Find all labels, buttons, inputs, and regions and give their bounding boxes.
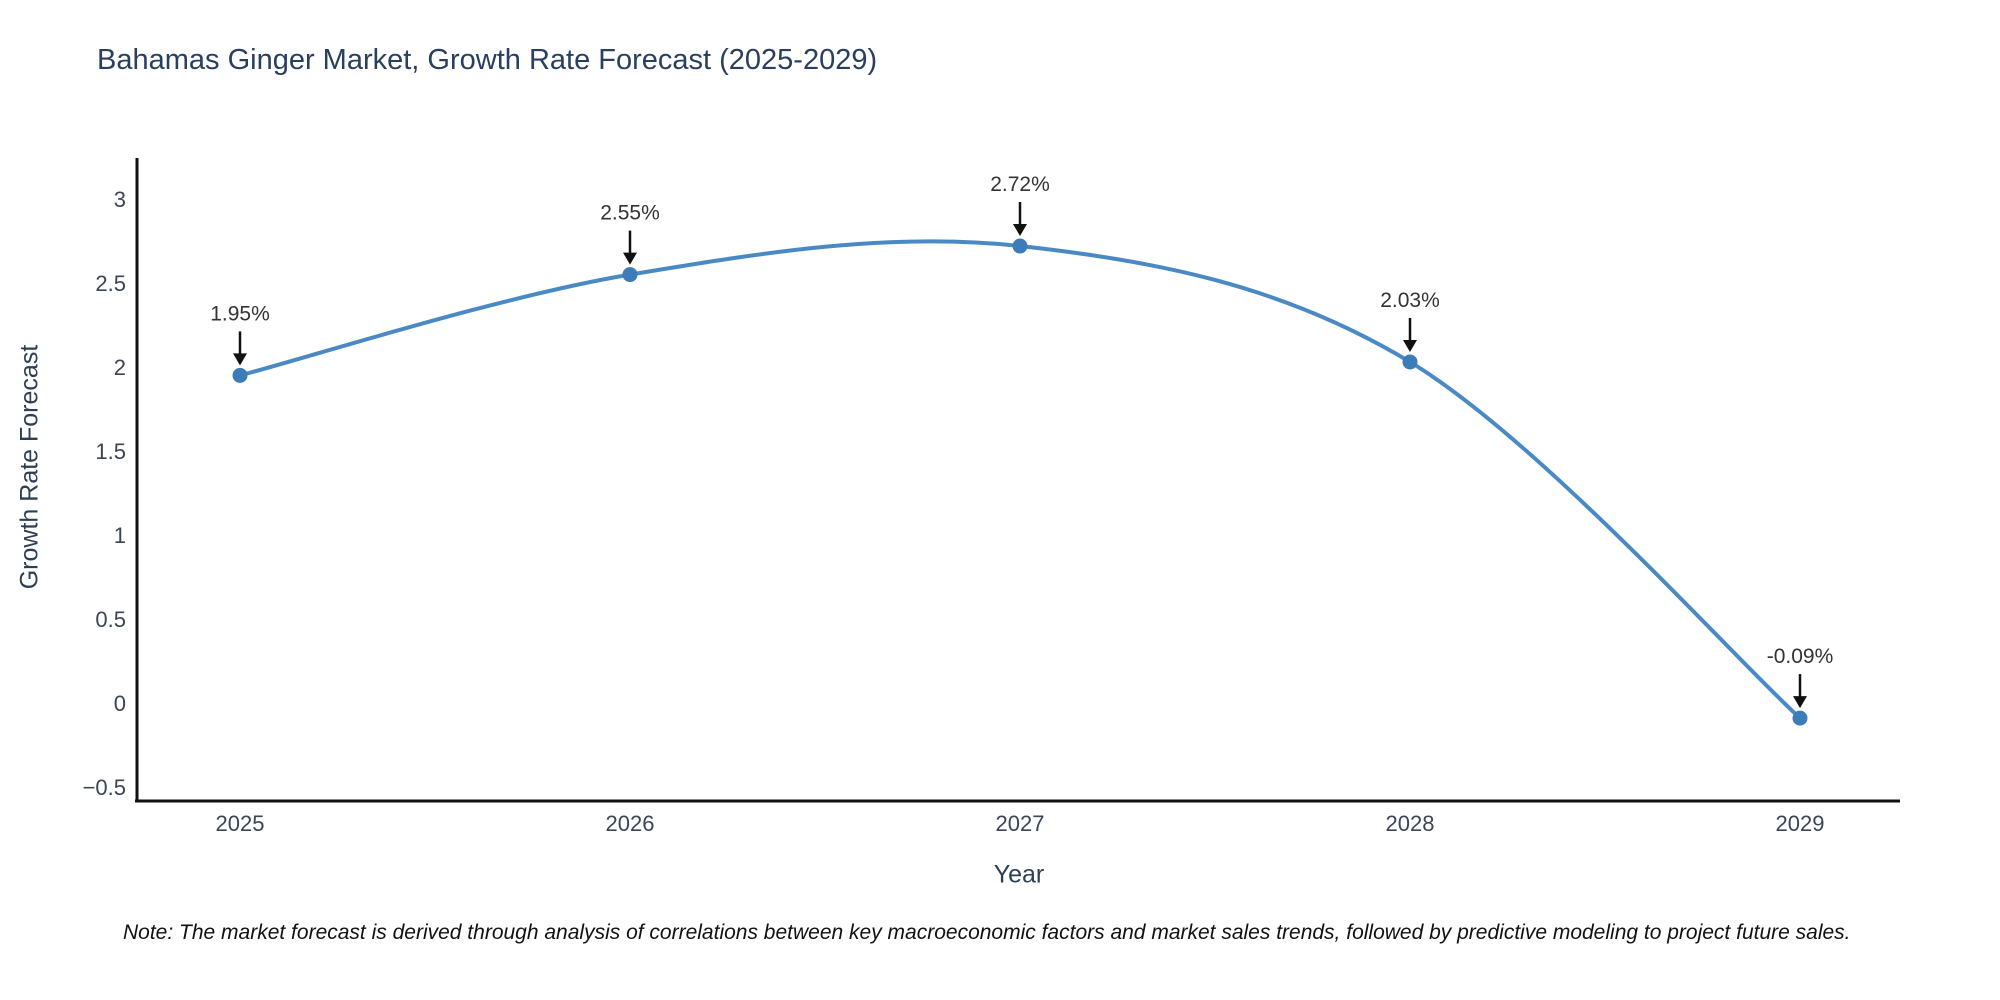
y-tick-label: −0.5: [83, 775, 126, 800]
data-point-2025: [232, 367, 248, 383]
x-axis-title: Year: [993, 860, 1045, 889]
x-tick-label: 2027: [996, 811, 1045, 836]
annotation-arrowhead-icon: [1403, 339, 1417, 352]
y-tick-label: 2.5: [95, 271, 126, 296]
x-tick-label: 2026: [606, 811, 655, 836]
point-value-label: -0.09%: [1767, 645, 1834, 668]
point-value-label: 2.03%: [1380, 289, 1440, 312]
y-tick-label: 1.5: [95, 439, 126, 464]
y-tick-label: 2: [114, 355, 126, 380]
annotation-arrowhead-icon: [623, 252, 637, 265]
data-point-2026: [622, 267, 638, 283]
annotation-arrowhead-icon: [1793, 696, 1807, 709]
annotation-arrowhead-icon: [1013, 224, 1027, 237]
point-value-label: 1.95%: [210, 302, 270, 325]
point-value-label: 2.55%: [600, 202, 660, 225]
y-tick-label: 0.5: [95, 607, 126, 632]
y-tick-label: 3: [114, 187, 126, 212]
x-tick-label: 2029: [1776, 811, 1825, 836]
data-point-2027: [1012, 238, 1028, 254]
x-tick-label: 2025: [216, 811, 265, 836]
data-point-2028: [1402, 354, 1418, 370]
annotation-arrowhead-icon: [233, 353, 247, 366]
x-tick-label: 2028: [1386, 811, 1435, 836]
point-value-label: 2.72%: [990, 173, 1050, 196]
forecast-curve: [238, 239, 1802, 721]
footnote: Note: The market forecast is derived thr…: [123, 921, 1851, 944]
y-tick-label: 0: [114, 691, 126, 716]
data-point-2029: [1792, 710, 1808, 726]
y-tick-label: 1: [114, 523, 126, 548]
chart-title: Bahamas Ginger Market, Growth Rate Forec…: [97, 44, 878, 76]
